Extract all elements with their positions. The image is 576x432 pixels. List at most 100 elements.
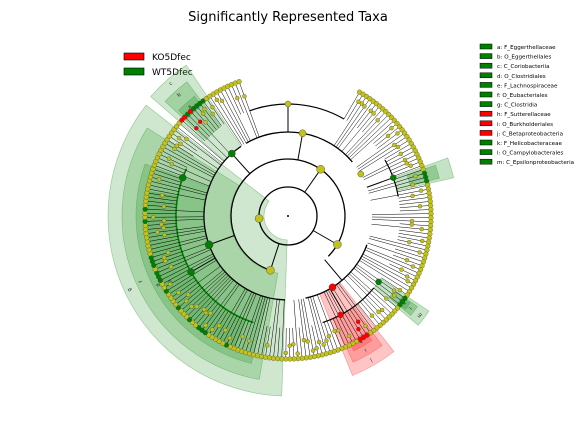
band-label-j: j bbox=[369, 357, 374, 363]
branch bbox=[155, 161, 185, 174]
branch bbox=[353, 267, 401, 306]
leaf-node bbox=[385, 133, 391, 139]
legend-swatch-ko5dfec bbox=[123, 52, 145, 61]
leaf-node bbox=[203, 310, 209, 316]
branch bbox=[215, 288, 246, 340]
leaf-node bbox=[186, 292, 191, 297]
branch bbox=[363, 154, 418, 180]
leaf-node bbox=[362, 104, 367, 109]
tree-branches bbox=[145, 81, 431, 359]
leaf-node bbox=[326, 333, 331, 339]
branch bbox=[184, 116, 228, 159]
branch bbox=[332, 318, 346, 348]
branch bbox=[159, 153, 188, 168]
branch bbox=[343, 92, 360, 120]
branch bbox=[357, 136, 408, 170]
leaf-node bbox=[305, 339, 310, 344]
taxa-key-swatch-a bbox=[479, 43, 493, 50]
branch bbox=[151, 172, 182, 183]
branch bbox=[149, 237, 208, 254]
taxa-key-label-a: a: F_Eggerthellaceae bbox=[497, 45, 556, 51]
branch bbox=[245, 296, 264, 353]
branch bbox=[171, 132, 198, 152]
branch bbox=[277, 327, 281, 359]
branch bbox=[227, 86, 242, 115]
branch bbox=[399, 223, 431, 227]
branch bbox=[384, 143, 412, 160]
branch bbox=[190, 257, 216, 273]
leaf-node bbox=[223, 327, 228, 333]
leaf-node bbox=[202, 106, 207, 112]
internal-node bbox=[284, 100, 292, 108]
taxa-key-label-e: e: F_Lachnospiraceae bbox=[497, 83, 558, 89]
branch bbox=[152, 168, 183, 180]
branch bbox=[162, 146, 215, 176]
branch bbox=[253, 297, 268, 355]
leaf-node bbox=[227, 335, 232, 341]
leaf-node bbox=[359, 101, 364, 106]
branch bbox=[209, 96, 243, 146]
leaf-node bbox=[176, 290, 181, 295]
branch bbox=[356, 132, 405, 168]
branch bbox=[312, 296, 331, 353]
branch bbox=[362, 150, 416, 178]
leaf-node bbox=[161, 255, 167, 260]
branch bbox=[298, 299, 307, 358]
internal-node bbox=[375, 278, 382, 286]
branch bbox=[168, 277, 195, 295]
leaf-node bbox=[389, 126, 394, 131]
branch bbox=[169, 136, 219, 170]
branch bbox=[361, 255, 414, 285]
leaf-node bbox=[168, 282, 173, 287]
branch bbox=[368, 238, 426, 255]
branch bbox=[208, 235, 235, 246]
taxa-key-label-g: g: C_Clostridia bbox=[497, 103, 537, 109]
branch bbox=[173, 265, 221, 302]
band-label-l: l bbox=[407, 305, 413, 310]
leaf-node bbox=[161, 218, 167, 223]
internal-node bbox=[228, 149, 236, 158]
branch bbox=[257, 297, 271, 356]
internal-node bbox=[390, 174, 397, 181]
group-legend: KO5Dfec WT5Dfec bbox=[123, 52, 193, 78]
leaf-node bbox=[395, 144, 401, 150]
leaf-node bbox=[201, 307, 207, 312]
branch bbox=[151, 248, 181, 258]
branch bbox=[364, 249, 420, 274]
leaf-node bbox=[392, 142, 397, 148]
branch bbox=[343, 278, 384, 323]
branch bbox=[157, 157, 212, 182]
branch bbox=[348, 273, 393, 315]
leaf-node bbox=[283, 350, 289, 356]
branch bbox=[350, 120, 395, 161]
legend-swatch-wt5dfec bbox=[123, 67, 145, 76]
branch bbox=[293, 299, 299, 359]
leaf-node bbox=[376, 309, 381, 314]
leaf-node bbox=[155, 230, 160, 235]
leaf-node bbox=[172, 146, 177, 151]
leaf-node bbox=[214, 97, 220, 103]
branch bbox=[147, 230, 206, 242]
branch bbox=[394, 248, 425, 259]
branch bbox=[213, 93, 245, 145]
branch bbox=[307, 297, 323, 355]
branch bbox=[304, 169, 322, 193]
branch bbox=[348, 117, 392, 159]
taxa-key-label-d: d: O_Clostridiales bbox=[497, 74, 546, 80]
leaf-node bbox=[324, 338, 329, 343]
taxa-key-label-h: h: F_Sutterellaceae bbox=[497, 112, 551, 118]
internal-node bbox=[328, 283, 337, 291]
leaf-node bbox=[409, 218, 415, 224]
leaf-node bbox=[321, 342, 326, 347]
leaf-node bbox=[178, 141, 183, 146]
leaf-node bbox=[369, 313, 375, 318]
leaf-node bbox=[201, 111, 206, 116]
leaf-node bbox=[210, 111, 215, 117]
leaf-node bbox=[162, 232, 167, 238]
taxa-key-label-i: i: O_Burkholderiales bbox=[497, 122, 553, 128]
leaf-node bbox=[240, 334, 245, 339]
branch bbox=[366, 177, 394, 188]
internal-node bbox=[316, 165, 325, 174]
branch bbox=[249, 296, 266, 354]
